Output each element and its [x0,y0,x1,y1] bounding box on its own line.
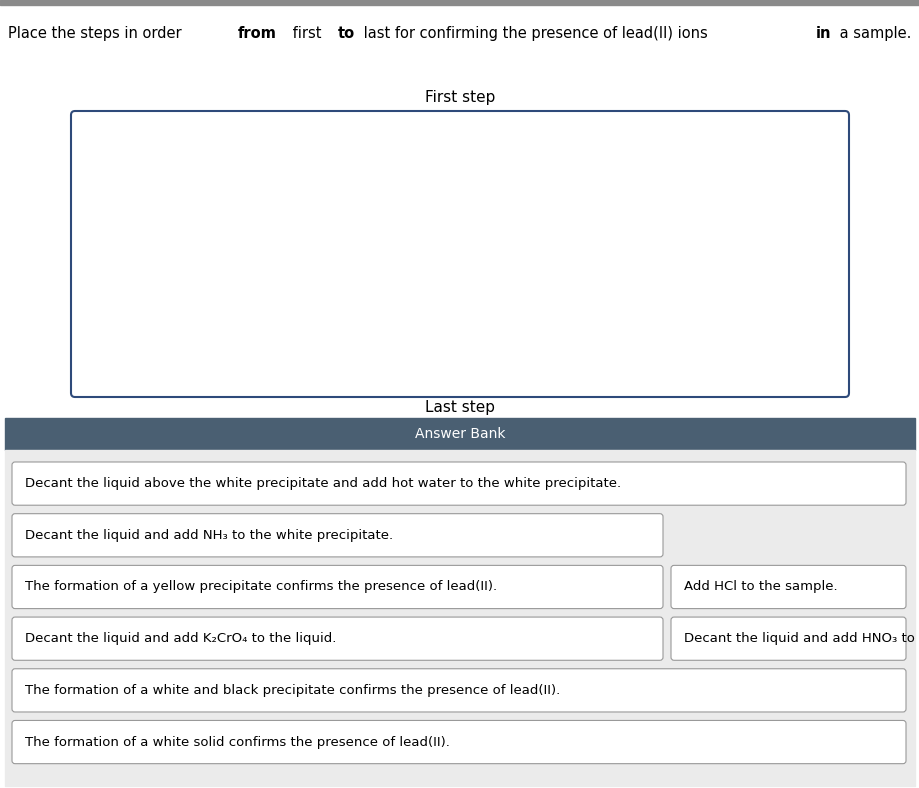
Text: The formation of a white solid confirms the presence of lead(II).: The formation of a white solid confirms … [25,735,449,749]
Text: Last step: Last step [425,400,494,415]
Text: Decant the liquid and add HNO₃ to the liquid.: Decant the liquid and add HNO₃ to the li… [683,632,919,645]
Text: a sample.: a sample. [834,26,911,41]
Text: First step: First step [425,90,494,105]
Text: Decant the liquid above the white precipitate and add hot water to the white pre: Decant the liquid above the white precip… [25,477,620,490]
Text: last for confirming the presence of lead(II) ions: last for confirming the presence of lead… [359,26,712,41]
Text: The formation of a white and black precipitate confirms the presence of lead(II): The formation of a white and black preci… [25,684,560,697]
Bar [0,0,919,5]
Text: from: from [238,26,277,41]
FancyBboxPatch shape [12,462,905,505]
FancyBboxPatch shape [12,514,663,557]
Text: first: first [288,26,326,41]
FancyBboxPatch shape [670,565,905,608]
FancyBboxPatch shape [12,565,663,608]
FancyBboxPatch shape [12,617,663,660]
Text: Place the steps in order: Place the steps in order [8,26,186,41]
Text: to: to [337,26,354,41]
Text: Add HCl to the sample.: Add HCl to the sample. [683,581,836,593]
Text: The formation of a yellow precipitate confirms the presence of lead(II).: The formation of a yellow precipitate co… [25,581,496,593]
FancyBboxPatch shape [12,720,905,764]
Bar [5,418,914,450]
FancyBboxPatch shape [670,617,905,660]
Text: Answer Bank: Answer Bank [414,427,505,441]
Text: Decant the liquid and add K₂CrO₄ to the liquid.: Decant the liquid and add K₂CrO₄ to the … [25,632,336,645]
FancyBboxPatch shape [71,111,848,397]
Text: in: in [814,26,830,41]
Text: Decant the liquid and add NH₃ to the white precipitate.: Decant the liquid and add NH₃ to the whi… [25,529,392,542]
Bar [5,450,914,786]
FancyBboxPatch shape [12,669,905,712]
